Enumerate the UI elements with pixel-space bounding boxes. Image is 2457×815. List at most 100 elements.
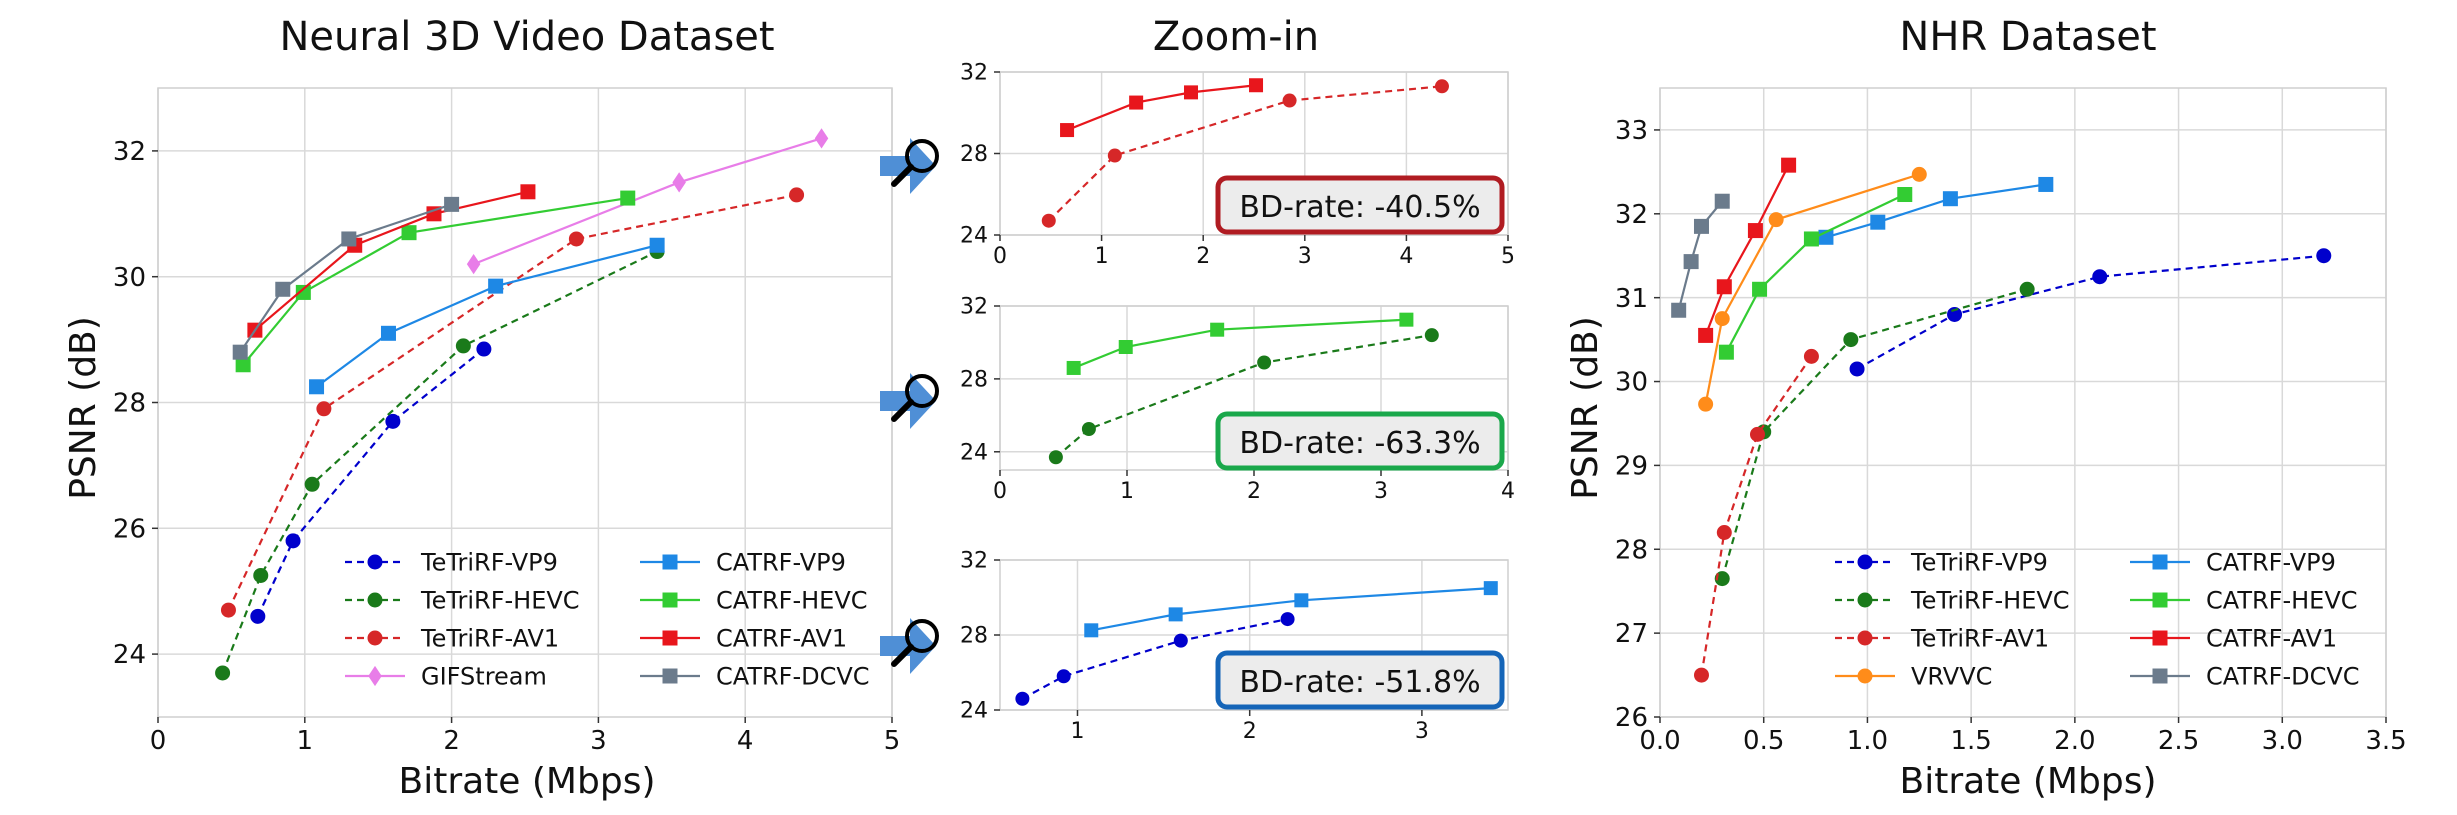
legend-marker [2152,592,2168,608]
x-tick-label: 3.0 [2262,726,2303,756]
data-point [1947,306,1963,322]
legend-marker [1857,592,1873,608]
x-tick-label: 2 [443,726,460,756]
data-point [385,413,401,429]
legend-marker [2152,630,2168,646]
x-tick-label: 1.0 [1847,726,1888,756]
series-catrf-dcvc [232,196,460,360]
magnifier-icon [891,619,939,667]
legend-item: CATRF-DCVC [2130,663,2360,691]
x-tick-label: 1.5 [1950,726,1991,756]
data-point [285,533,301,549]
data-point [1870,214,1886,230]
y-tick-label: 28 [960,368,988,393]
zoom-title: Zoom-in [1153,14,1319,60]
y-tick-label: 28 [113,389,146,419]
data-point [1716,524,1732,540]
data-point [620,190,636,206]
x-tick-label: 0 [150,726,167,756]
legend-marker [2152,668,2168,684]
y-tick-label: 28 [960,142,988,167]
data-point [232,344,248,360]
data-point [1048,450,1063,465]
data-point [1911,166,1927,182]
legend-item: CATRF-HEVC [640,587,868,615]
series-tetrirf-vp9 [1849,248,2332,377]
legend-label: CATRF-VP9 [716,549,846,577]
legend-item: TeTriRF-HEVC [1835,587,2070,615]
data-point [1107,148,1122,163]
data-point [275,281,291,297]
series-line [1677,200,1724,311]
series-line [1055,334,1432,459]
y-tick-label: 28 [1615,535,1648,565]
data-point [444,196,460,212]
data-point [295,284,311,300]
data-point [1173,633,1188,648]
series-catrf-hevc [235,190,636,373]
zoom1-bd-rate-box: BD-rate: -40.5% [1215,175,1505,235]
data-point [1280,612,1295,627]
data-point [1942,191,1958,207]
series-tetrirf-hevc [1048,328,1439,465]
legend-marker [1857,668,1873,684]
data-point [1249,78,1264,93]
legend-label: CATRF-HEVC [2206,587,2358,615]
zoom-arrow-icon-1 [880,138,939,194]
x-tick-label: 4 [737,726,754,756]
legend-label: CATRF-VP9 [2206,549,2336,577]
series-line [256,348,485,617]
legend-item: CATRF-AV1 [2130,625,2337,653]
data-point [1698,396,1714,412]
y-tick-label: 26 [1615,703,1648,733]
series-catrf-hevc [1066,312,1414,375]
data-point [316,401,332,417]
legend-label: TeTriRF-HEVC [420,587,580,615]
legend-item: CATRF-HEVC [2130,587,2358,615]
series-line [1066,84,1257,132]
data-point [2316,248,2332,264]
legend-label: CATRF-AV1 [2206,625,2337,653]
data-point [1749,426,1765,442]
data-point [1168,607,1183,622]
legend-marker [662,630,678,646]
legend-label: TeTriRF-VP9 [1910,549,2048,577]
n3dv-xlabel: Bitrate (Mbps) [399,761,656,802]
y-tick-label: 24 [960,699,988,724]
x-tick-label: 2.0 [2054,726,2095,756]
series-catrf-vp9 [309,237,665,395]
n3dv-title: Neural 3D Video Dataset [279,14,774,60]
legend-item: TeTriRF-HEVC [345,587,580,615]
series-line [1704,173,1920,405]
data-point [1084,623,1099,638]
x-tick-label: 1 [1095,244,1109,269]
nhr-frame [1659,87,2387,718]
legend-item: TeTriRF-VP9 [1835,549,2048,577]
legend-marker [1857,554,1873,570]
data-point [2019,281,2035,297]
data-point [1716,279,1732,295]
nhr-grid [1659,88,2387,718]
zoom1-bd-rate: BD-rate: -40.5% [1239,190,1480,225]
series-line [1825,183,2046,239]
data-point [1718,344,1734,360]
x-tick-label: 4 [1399,244,1413,269]
y-tick-label: 30 [113,263,146,293]
data-point [1693,218,1709,234]
legend-marker [368,665,382,687]
data-point [1897,187,1913,203]
data-point [520,184,536,200]
y-tick-label: 32 [960,549,988,574]
series-line [1021,617,1288,700]
data-point [253,567,269,583]
legend-marker [367,554,383,570]
data-point [1693,667,1709,683]
data-point [488,278,504,294]
x-tick-label: 2 [1247,479,1261,504]
zoom3-bd-rate-box: BD-rate: -51.8% [1215,650,1505,710]
zoom-arrow-icon-2 [880,373,939,429]
series-line [242,196,628,366]
magnifier-icon [891,374,939,422]
legend-label: TeTriRF-VP9 [420,549,558,577]
legend-label: GIFStream [421,663,547,691]
